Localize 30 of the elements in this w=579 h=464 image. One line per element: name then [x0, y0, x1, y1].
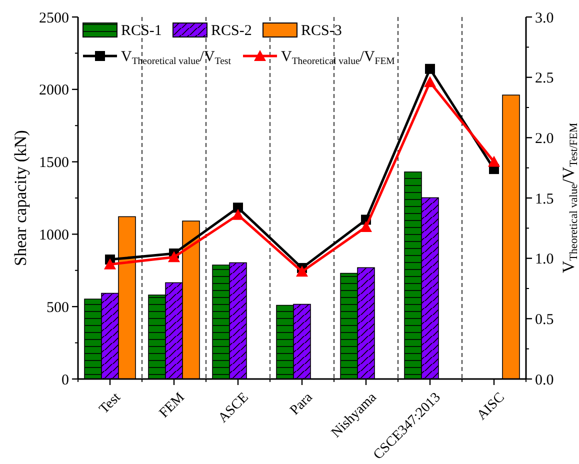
point	[296, 266, 308, 277]
y-tick-label: 1500	[39, 155, 69, 172]
point	[424, 76, 436, 88]
legend-label: RCS-1	[121, 23, 162, 39]
point	[168, 251, 180, 262]
point	[425, 64, 435, 74]
x-tick-label: Test	[96, 390, 124, 418]
y-tick-label: 2000	[39, 82, 69, 99]
legend-label: V$_{Theoretical value}$/V$_{FEM}$	[281, 49, 396, 66]
y2-tick-label: 3.0	[535, 10, 554, 26]
point	[104, 258, 116, 270]
y2-tick-label: 1.0	[535, 252, 554, 268]
y-tick-label: 1000	[39, 227, 69, 244]
y2-tick-label: 2.0	[535, 130, 554, 147]
point	[233, 202, 243, 213]
y-tick-label: 500	[46, 300, 69, 316]
y2-tick-label: 0.0	[535, 372, 554, 388]
y2-tick-label: 0.5	[535, 312, 554, 328]
point	[232, 208, 244, 220]
point	[488, 156, 500, 167]
x-tick-label: Para	[288, 390, 316, 418]
legend-label: V$_{Theoretical value}$/V$_{Test}$	[121, 49, 232, 66]
legend-label: RCS-3	[301, 23, 342, 39]
y-tick-label: 2500	[39, 10, 69, 26]
y2-tick-label: 2.5	[535, 70, 554, 87]
y-tick-label: 0	[62, 372, 69, 388]
legend-label: RCS-2	[211, 23, 252, 39]
y-axis-title: Shear capacity (kN)	[11, 130, 30, 266]
point	[360, 220, 372, 232]
y2-tick-label: 1.5	[535, 191, 554, 208]
